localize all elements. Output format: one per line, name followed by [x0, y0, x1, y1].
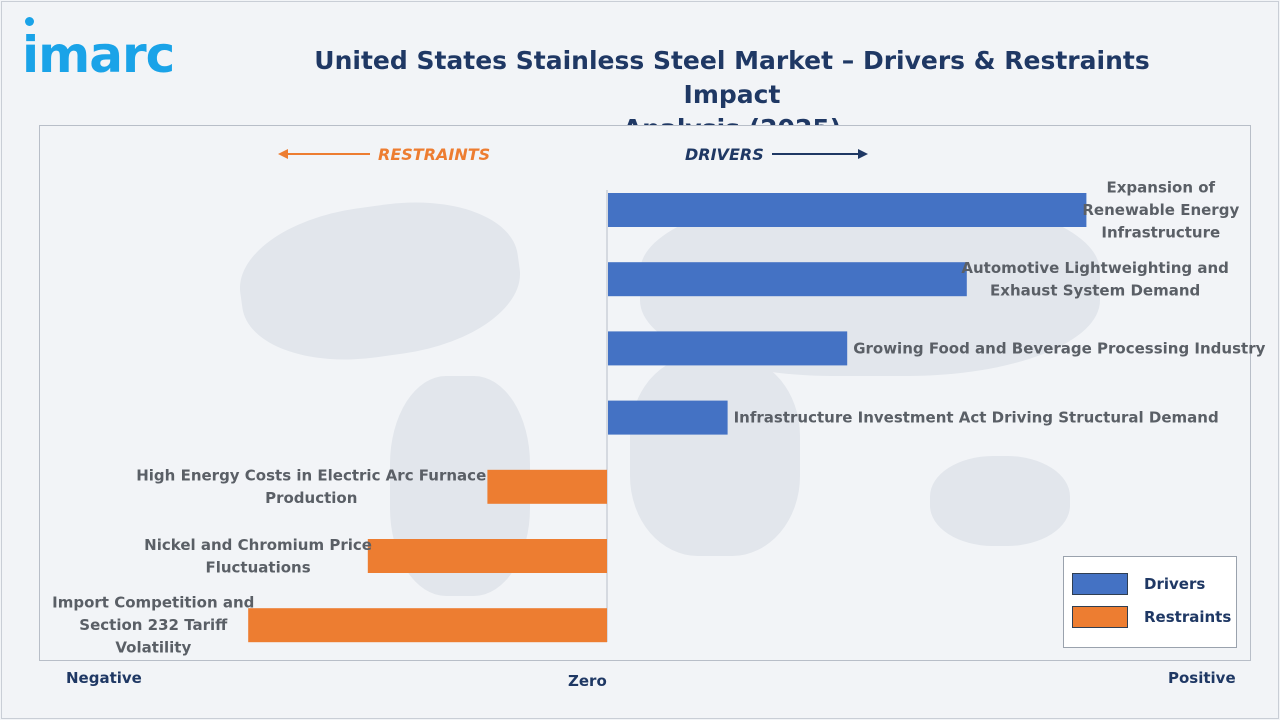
bar-label-line: Infrastructure: [1101, 224, 1220, 242]
bar-label-line: Expansion of: [1107, 179, 1216, 197]
bar-label-line: High Energy Costs in Electric Arc Furnac…: [136, 467, 486, 485]
restraints-direction-label: RESTRAINTS: [378, 145, 490, 164]
imarc-logo: imarc: [22, 26, 175, 84]
restraints-arrowhead: [278, 149, 288, 159]
world-map-background: [930, 456, 1070, 546]
driver-bar-3: [608, 400, 728, 435]
drivers-arrowhead: [858, 149, 868, 159]
restraint-bar-4: [487, 469, 607, 504]
driver-bar-0: [608, 193, 1087, 227]
legend-swatch-restraints: [1072, 606, 1128, 628]
legend-item-drivers: Drivers: [1072, 573, 1205, 595]
bar-label-line: Volatility: [115, 639, 191, 657]
legend-label-drivers: Drivers: [1144, 575, 1206, 593]
bar-label-1: Automotive Lightweighting and Exhaust Sys…: [961, 259, 1229, 300]
bar-label-line: Import Competition and: [52, 594, 254, 612]
drivers-direction-label: DRIVERS: [685, 145, 764, 164]
title-line-1: United States Stainless Steel Market – D…: [314, 46, 1150, 109]
bar-label-6: Import Competition and Section 232 Tariff…: [52, 594, 254, 657]
legend-swatch-drivers: [1072, 573, 1128, 595]
bar-label-3: Infrastructure Investment Act Driving St…: [734, 409, 1219, 427]
driver-bar-2: [608, 331, 848, 366]
bar-label-line: Renewable Energy: [1082, 201, 1239, 219]
bar-label-4: High Energy Costs in Electric Arc Furnac…: [136, 467, 486, 508]
bar-label-line: Nickel and Chromium Price: [144, 536, 372, 554]
bar-label-line: Fluctuations: [205, 558, 310, 576]
axis-label-negative: Negative: [66, 669, 142, 687]
axis-label-zero: Zero: [568, 672, 607, 690]
bar-label-line: Growing Food and Beverage Processing Ind…: [853, 339, 1265, 357]
restraint-bar-5: [367, 539, 607, 573]
driver-bar-1: [608, 262, 967, 297]
bar-label-line: Infrastructure Investment Act Driving St…: [734, 409, 1219, 427]
legend-label-restraints: Restraints: [1144, 608, 1232, 626]
bar-label-line: Section 232 Tariff: [79, 616, 228, 634]
restraint-bar-6: [248, 608, 607, 643]
chart-legend: Drivers Restraints: [1063, 556, 1237, 648]
direction-arrows: RESTRAINTS DRIVERS: [278, 145, 868, 164]
bars-group: Expansion of Renewable Energy Infrastructu…: [52, 179, 1265, 657]
axis-label-positive: Positive: [1168, 669, 1236, 687]
legend-item-restraints: Restraints: [1072, 606, 1231, 628]
bar-label-line: Production: [265, 489, 357, 507]
bar-label-line: Automotive Lightweighting and: [961, 259, 1229, 277]
bar-label-5: Nickel and Chromium Price Fluctuations: [144, 536, 372, 577]
world-map-background: [630, 356, 800, 556]
logo-dot: [25, 17, 34, 26]
bar-label-2: Growing Food and Beverage Processing Ind…: [853, 339, 1265, 357]
bar-label-line: Exhaust System Demand: [990, 281, 1200, 299]
bar-label-0: Expansion of Renewable Energy Infrastructu…: [1082, 179, 1239, 242]
